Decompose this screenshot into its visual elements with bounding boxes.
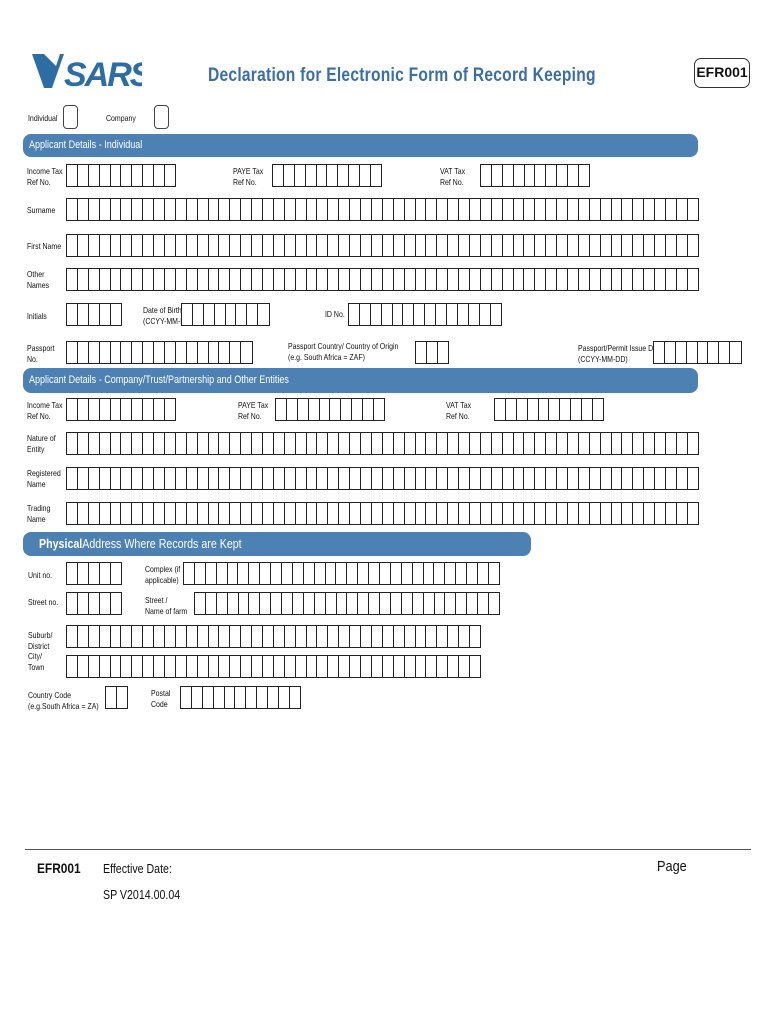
char-box[interactable] [257,303,270,326]
char-box[interactable] [115,686,129,709]
company-vat-tax-label: VAT Tax Ref No. [446,400,472,421]
paye-tax-ref-input[interactable] [272,164,383,187]
passport-no-input[interactable] [66,341,253,364]
char-box[interactable] [729,341,742,364]
first-name-label: First Name [27,241,62,251]
dob-input[interactable] [181,303,270,326]
address-section-heading: Physical Address Where Records are Kept [23,532,531,556]
char-box[interactable] [288,686,302,709]
char-box[interactable] [489,303,502,326]
company-income-tax-ref-input[interactable] [66,398,177,421]
trading-name-label: Trading Name [27,503,51,524]
char-box[interactable] [686,467,700,490]
unit-no-label: Unit no. [28,570,53,580]
postal-code-input[interactable] [180,686,302,709]
trading-name-input[interactable] [66,502,700,525]
char-box[interactable] [164,164,177,187]
income-tax-ref-input[interactable] [66,164,177,187]
char-box[interactable] [109,303,122,326]
postal-code-label: Postal Code [151,688,171,709]
page-title: Declaration for Electronic Form of Recor… [208,65,596,86]
char-box[interactable] [686,432,700,455]
passport-country-label: Passport Country/ Country of Origin (e.g.… [288,341,399,362]
initials-label: Initials [27,311,47,321]
nature-of-entity-label: Nature of Entity [27,433,56,454]
dob-label: Date of Birth (CCYY-MM-DD) [143,305,193,326]
registered-name-label: Registered Name [27,468,61,489]
form-code-badge: EFR001 [694,58,750,88]
other-names-input[interactable] [66,268,700,291]
footer-divider [25,849,751,850]
suburb-input[interactable] [66,625,482,648]
street-name-label: Street / Name of farm [145,595,188,616]
registered-name-input[interactable] [66,467,700,490]
char-box[interactable] [686,268,700,291]
id-no-label: ID No. [325,309,345,319]
other-names-label: Other Names [27,269,50,290]
individual-section-heading: Applicant Details - Individual [23,134,698,157]
vat-tax-label: VAT Tax Ref No. [440,166,466,187]
company-vat-tax-ref-input[interactable] [494,398,605,421]
company-income-tax-label: Income Tax Ref No. [27,400,63,421]
footer-form-code: EFR001 [37,860,81,876]
char-box[interactable] [686,502,700,525]
passport-issue-date-label: Passport/Permit Issue Date (CCYY-MM-DD) [578,343,663,364]
char-box[interactable] [686,198,700,221]
country-code-label: Country Code (e.g.South Africa = ZA) [28,690,99,711]
nature-of-entity-input[interactable] [66,432,700,455]
char-box[interactable] [373,398,386,421]
company-label: Company [106,113,136,123]
suburb-label: Suburb/District City/Town [28,630,53,672]
id-no-input[interactable] [348,303,502,326]
company-section-heading: Applicant Details - Company/Trust/Partne… [23,368,698,393]
country-code-input[interactable] [105,686,129,709]
char-box[interactable] [578,164,591,187]
street-no-label: Street no. [28,597,59,607]
char-box[interactable] [592,398,605,421]
footer-version: SP V2014.00.04 [103,888,181,902]
street-no-input[interactable] [66,592,122,615]
passport-label: Passport No. [27,343,55,364]
char-box[interactable] [686,234,700,257]
char-box[interactable] [109,562,122,585]
first-name-input[interactable] [66,234,700,257]
sars-logo: SARS [32,54,142,92]
svg-text:SARS: SARS [64,56,142,92]
char-box[interactable] [370,164,383,187]
company-paye-tax-label: PAYE Tax Ref No. [238,400,269,421]
passport-issue-date-input[interactable] [653,341,742,364]
surname-label: Surname [27,205,56,215]
char-box[interactable] [468,655,482,678]
city-input[interactable] [66,655,482,678]
vat-tax-ref-input[interactable] [480,164,591,187]
char-box[interactable] [436,341,450,364]
char-box[interactable] [468,625,482,648]
char-box[interactable] [488,592,501,615]
company-checkbox[interactable] [154,105,169,129]
complex-input[interactable] [183,562,501,585]
company-paye-tax-ref-input[interactable] [275,398,386,421]
complex-label: Complex (if applicable) [145,564,181,585]
surname-input[interactable] [66,198,700,221]
passport-country-input[interactable] [415,341,450,364]
char-box[interactable] [164,398,177,421]
char-box[interactable] [109,592,122,615]
footer-effective-date: Effective Date: [103,862,172,876]
individual-label: Individual [28,113,58,123]
income-tax-label: Income Tax Ref No. [27,166,63,187]
unit-no-input[interactable] [66,562,122,585]
paye-tax-label: PAYE Tax Ref No. [233,166,264,187]
char-box[interactable] [487,562,501,585]
char-box[interactable] [240,341,253,364]
street-name-input[interactable] [194,592,501,615]
footer-page: Page [657,858,687,875]
individual-checkbox[interactable] [63,105,78,129]
initials-input[interactable] [66,303,122,326]
